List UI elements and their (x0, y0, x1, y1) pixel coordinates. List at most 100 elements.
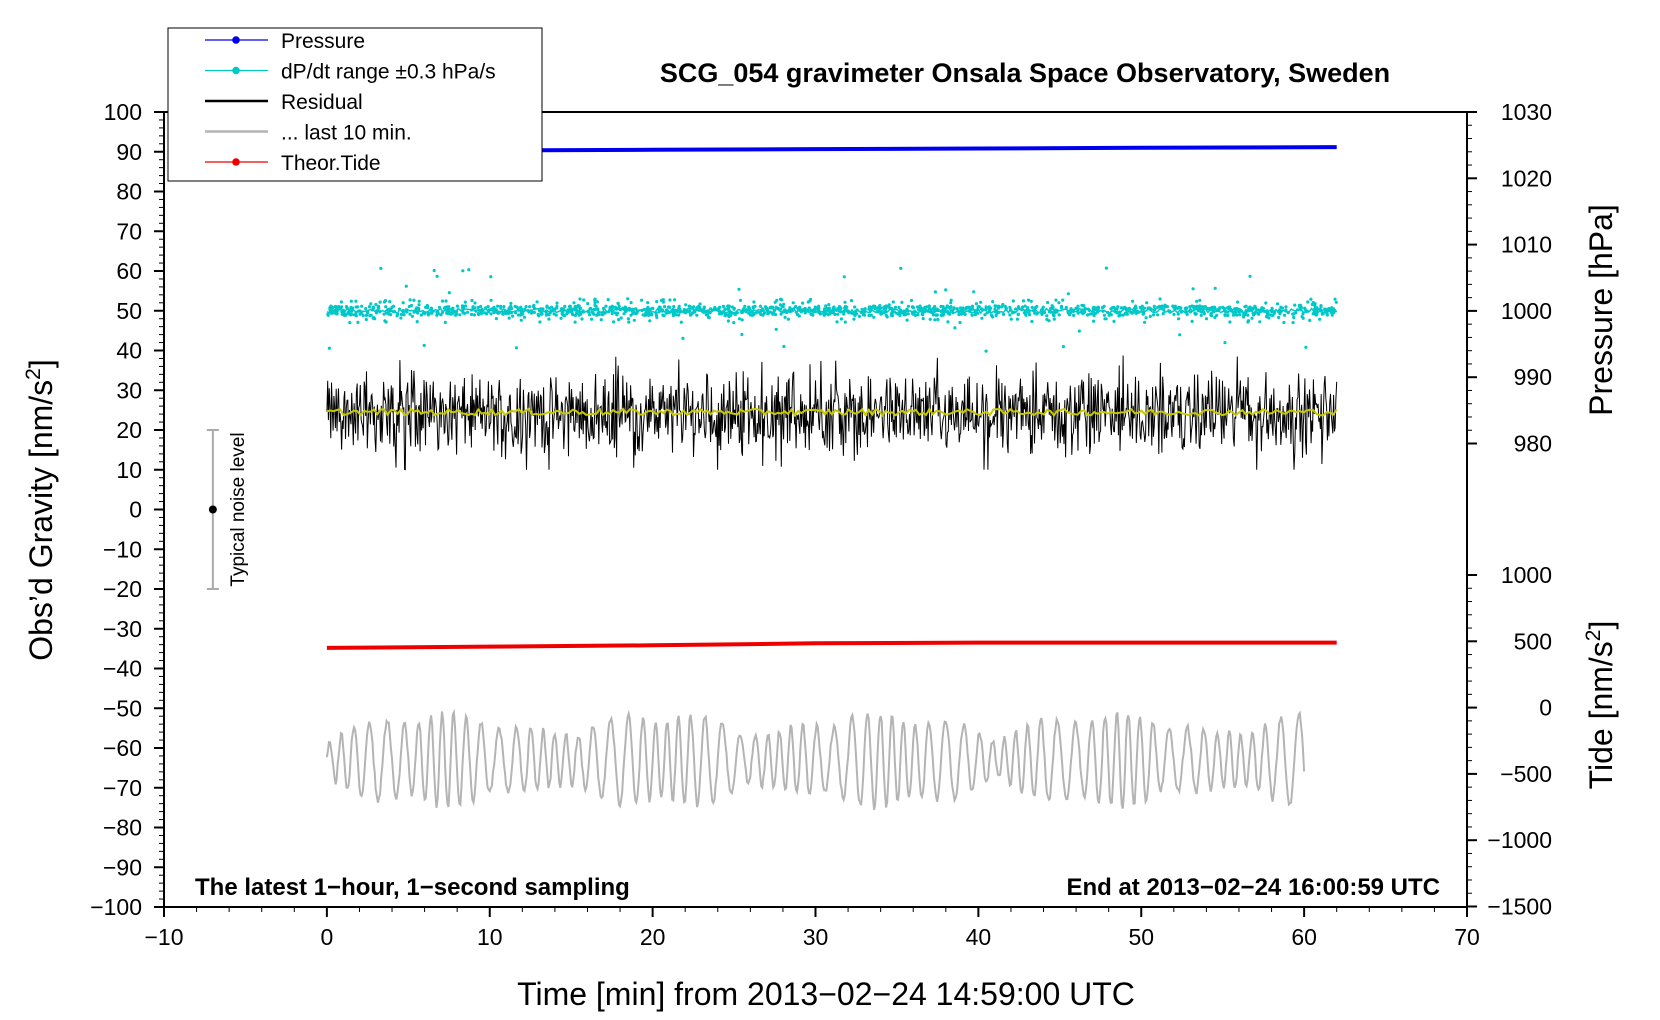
dpdt-point (899, 266, 903, 270)
y-tick-label: −100 (90, 894, 142, 920)
dpdt-point (588, 313, 592, 317)
dpdt-point (1231, 313, 1236, 317)
dpdt-point (537, 314, 541, 318)
dpdt-point (641, 313, 645, 317)
dpdt-point (1115, 307, 1119, 311)
dpdt-point (1190, 319, 1194, 323)
dpdt-point (1053, 310, 1058, 314)
dpdt-point (1184, 306, 1188, 310)
dpdt-point (507, 316, 511, 320)
dpdt-point (417, 306, 421, 310)
dpdt-point (867, 313, 871, 318)
dpdt-point (831, 306, 835, 310)
dpdt-point (788, 309, 792, 314)
dpdt-point (573, 304, 577, 309)
dpdt-point (616, 301, 620, 306)
noise-bar-center-dot (208, 505, 217, 514)
dpdt-point (657, 310, 661, 314)
y-tick-label: 100 (104, 99, 142, 125)
dpdt-point (751, 306, 755, 310)
x-tick-label: −10 (144, 924, 183, 950)
dpdt-point (687, 304, 691, 308)
y-tick-label: 20 (116, 417, 142, 443)
dpdt-point (693, 310, 697, 314)
dpdt-point (756, 310, 760, 314)
dpdt-point (650, 313, 654, 317)
dpdt-point (632, 318, 636, 322)
y-tick-label: 70 (116, 218, 142, 244)
dpdt-point (1118, 313, 1122, 317)
dpdt-point (933, 304, 937, 309)
y-tick-label: 40 (116, 338, 142, 364)
dpdt-point (582, 298, 586, 302)
dpdt-point (509, 304, 513, 308)
dpdt-point (677, 306, 681, 310)
dpdt-point (873, 307, 877, 311)
dpdt-point (698, 302, 702, 306)
dpdt-point (592, 312, 596, 316)
dpdt-point (1221, 305, 1225, 309)
dpdt-point (545, 305, 549, 309)
dpdt-point (991, 315, 995, 319)
dpdt-point (726, 319, 731, 323)
tide-tick-label: −500 (1500, 761, 1552, 787)
dpdt-point (445, 305, 449, 309)
y-tick-label: −80 (103, 815, 142, 841)
dpdt-point (1142, 320, 1147, 324)
dpdt-point (1033, 311, 1037, 315)
dpdt-point (960, 307, 965, 311)
dpdt-point (1003, 304, 1007, 308)
dpdt-point (383, 319, 387, 323)
dpdt-point (814, 306, 819, 310)
dpdt-point (1030, 319, 1034, 324)
dpdt-point (1057, 301, 1061, 305)
dpdt-point (1179, 310, 1183, 314)
dpdt-point (1064, 305, 1068, 310)
y-tick-label: −30 (103, 616, 142, 642)
dpdt-point (1257, 312, 1261, 316)
dpdt-point (408, 298, 412, 302)
dpdt-point (740, 318, 744, 322)
dpdt-point (797, 314, 801, 318)
dpdt-point (364, 313, 369, 317)
dpdt-point (1234, 313, 1238, 317)
dpdt-point (906, 312, 910, 316)
dpdt-point (519, 305, 523, 309)
dpdt-point (1052, 317, 1056, 321)
dpdt-point (344, 305, 349, 309)
dpdt-point (935, 313, 940, 317)
dpdt-point (779, 312, 783, 316)
dpdt-point (1319, 305, 1323, 309)
dpdt-point (1223, 341, 1227, 345)
dpdt-point (893, 305, 898, 309)
dpdt-point (1072, 313, 1076, 317)
note-latest-hour: The latest 1−hour, 1−second sampling (195, 874, 630, 901)
dpdt-point (972, 290, 976, 294)
dpdt-point (1308, 318, 1312, 322)
tide-tick-label: 0 (1539, 695, 1552, 721)
dpdt-point (896, 312, 900, 316)
dpdt-point (496, 304, 500, 308)
dpdt-point (947, 306, 952, 310)
legend-label: dP/dt range ±0.3 hPa/s (281, 61, 496, 84)
dpdt-point (619, 316, 623, 320)
y-axis-title-tide: Tide [nm/s2] (1582, 621, 1619, 790)
dpdt-point (833, 312, 837, 316)
dpdt-point (461, 311, 465, 315)
dpdt-point (1303, 306, 1307, 310)
dpdt-point (1330, 306, 1334, 310)
dpdt-point (617, 318, 621, 322)
dpdt-point (455, 304, 459, 308)
dpdt-point (976, 311, 980, 315)
dpdt-point (794, 304, 798, 309)
dpdt-point (891, 314, 895, 318)
y-tick-label: −50 (103, 695, 142, 721)
dpdt-point (1027, 311, 1031, 315)
dpdt-point (1059, 304, 1064, 308)
dpdt-point (538, 309, 542, 313)
dpdt-point (356, 320, 360, 324)
dpdt-point (949, 301, 953, 305)
dpdt-point (927, 304, 931, 308)
dpdt-point (1334, 300, 1338, 304)
dpdt-point (502, 305, 506, 309)
